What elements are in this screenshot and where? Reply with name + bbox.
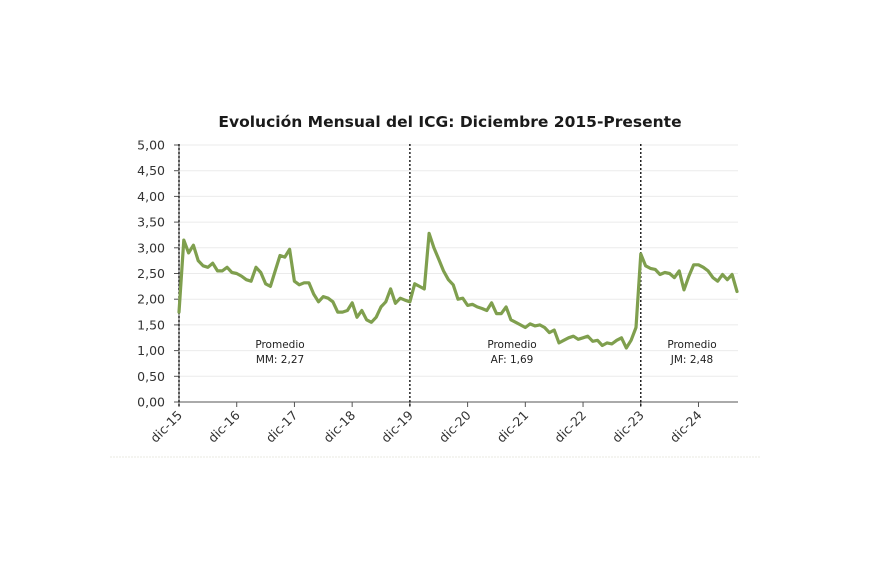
annotation-heading: Promedio [255,339,304,351]
annotations: Promedio MM: 2,27 Promedio AF: 1,69 Promedio… [255,339,716,366]
y-tick-label: 3,00 [137,240,165,255]
y-tick-label: 1,00 [137,343,165,358]
x-tick-label: dic-24 [667,407,705,445]
y-tick-label: 0,50 [137,369,165,384]
chart-title: Evolución Mensual del ICG: Diciembre 201… [218,113,681,131]
x-tick-label: dic-16 [205,407,243,445]
x-tick-label: dic-17 [263,408,301,446]
x-tick-label: dic-18 [320,407,358,445]
y-tick-label: 2,50 [137,266,165,281]
x-tick-label: dic-21 [493,408,531,446]
x-tick-label: dic-23 [609,408,647,446]
y-axis: 0,00 0,50 1,00 1,50 2,00 2,50 3,00 3,50 4,00 4,50… [137,138,179,410]
annotation-heading: Promedio [487,339,536,351]
series-line-icg [179,233,737,348]
annotation-value: AF: 1,69 [491,354,534,366]
y-tick-label: 5,00 [137,138,165,153]
y-tick-label: 4,00 [137,189,165,204]
annotation-heading: Promedio [667,339,716,351]
y-tick-label: 0,00 [137,395,165,410]
series-layer [179,233,737,348]
annotation-value: JM: 2,48 [670,354,713,366]
x-tick-label: dic-20 [436,407,474,445]
x-tick-label: dic-15 [147,408,185,446]
x-tick-label: dic-22 [551,408,589,446]
period-markers [179,144,641,406]
y-tick-label: 4,50 [137,163,165,178]
y-tick-label: 2,00 [137,292,165,307]
x-tick-label: dic-19 [378,407,416,445]
x-axis: dic-15 dic-16 dic-17 dic-18 dic-19 dic-20 dic-… [147,402,738,445]
y-tick-label: 1,50 [137,317,165,332]
annotation-value: MM: 2,27 [256,354,304,366]
y-tick-label: 3,50 [137,215,165,230]
